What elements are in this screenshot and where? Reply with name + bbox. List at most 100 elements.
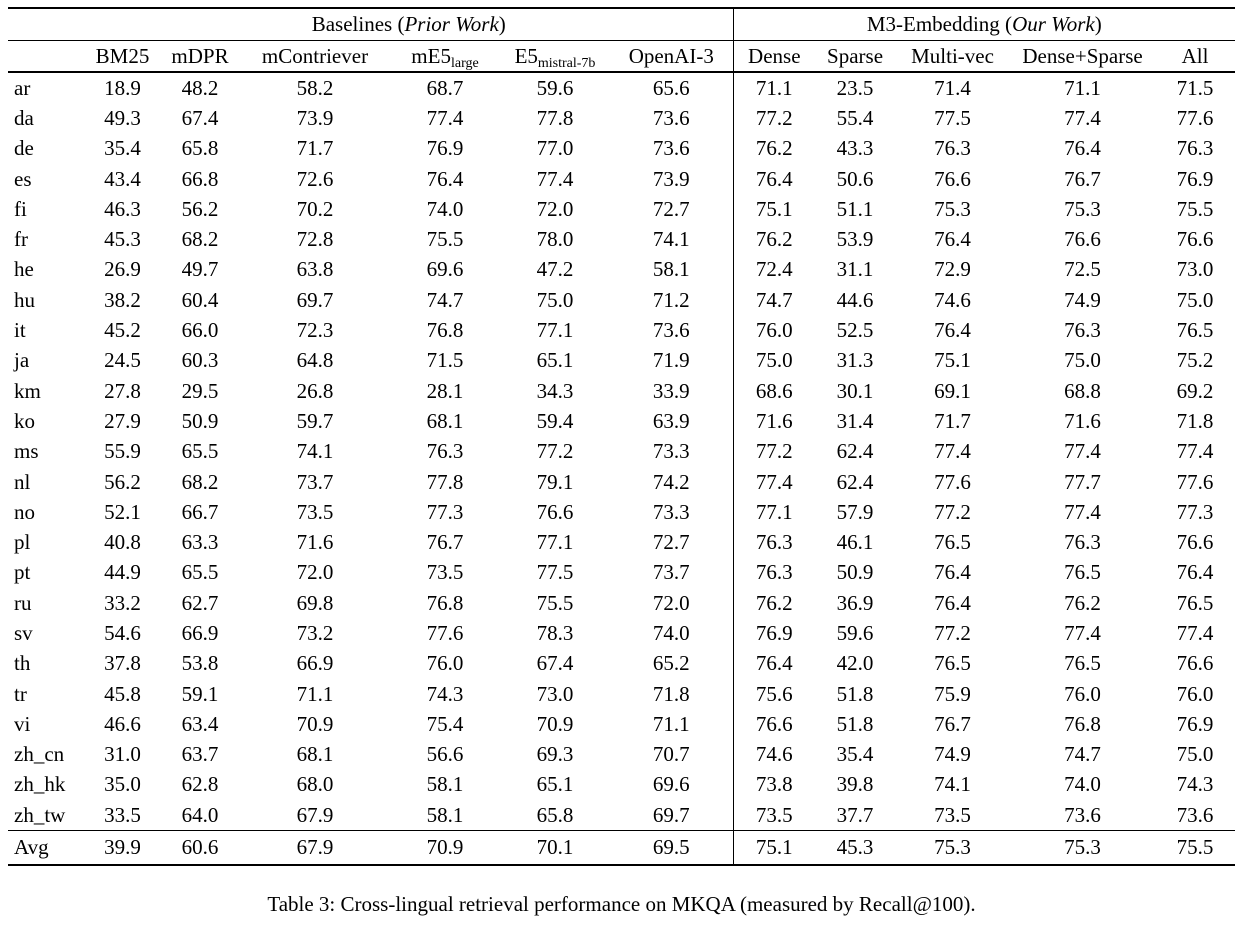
cell-nl-openai-3: 74.2 xyxy=(652,469,690,494)
cell-fi-dense-sparse: 75.3 xyxy=(1064,196,1101,221)
results-table: Baselines (Prior Work) M3-Embedding (Our… xyxy=(8,7,1236,867)
cell-ko-multi-vec: 71.7 xyxy=(934,408,971,433)
cell-fi-me5: 74.0 xyxy=(426,196,464,221)
cell-avg-openai-3: 69.5 xyxy=(610,830,734,866)
cell-ja-dense-sparse: 75.0 xyxy=(1064,348,1101,373)
cell-nl-multi-vec: 77.6 xyxy=(934,469,971,494)
cell-pt-sparse: 50.9 xyxy=(836,560,874,585)
cell-zh-cn-e5: 69.3 xyxy=(536,742,574,767)
row-label-es: es xyxy=(14,166,32,191)
cell-km-dense-sparse: 68.8 xyxy=(1064,378,1101,403)
cell-zh-tw-e5: 65.8 xyxy=(536,802,574,827)
table-caption: Table 3: Cross-lingual retrieval perform… xyxy=(267,892,976,917)
cell-ja-all: 75.2 xyxy=(1176,348,1214,373)
cell-pl-sparse: 46.1 xyxy=(836,530,874,555)
cell-km-multi-vec: 69.1 xyxy=(934,378,971,403)
cell-ko-mcontriever: 59.7 xyxy=(296,408,334,433)
cell-ko-e5: 59.4 xyxy=(536,408,574,433)
cell-pt-dense: 76.3 xyxy=(732,557,816,589)
cell-ar-mcontriever: 58.2 xyxy=(296,75,334,100)
cell-no-mdpr: 66.7 xyxy=(181,499,219,524)
cell-nl-mcontriever: 73.7 xyxy=(296,469,334,494)
cell-no-sparse: 57.9 xyxy=(836,499,874,524)
cell-hu-me5: 74.7 xyxy=(426,287,464,312)
cell-th-dense-sparse: 76.5 xyxy=(1064,651,1101,676)
cell-avg-multi-vec: 75.3 xyxy=(895,830,1011,866)
cell-no-me5: 77.3 xyxy=(426,499,464,524)
cell-fr-openai-3: 74.1 xyxy=(652,227,690,252)
cell-de-all: 76.3 xyxy=(1176,136,1214,161)
cell-it-mcontriever: 72.3 xyxy=(296,318,334,343)
row-label-de: de xyxy=(14,136,34,161)
cell-ru-sparse: 36.9 xyxy=(836,590,874,615)
table-row-no: no 52.1 66.7 73.5 77.3 76.6 73.3 77.1 57.9 77.2 77… xyxy=(8,497,1235,528)
cell-vi-dense-sparse: 76.8 xyxy=(1064,711,1101,736)
cell-ms-bm25: 55.9 xyxy=(104,439,141,464)
cell-it-me5: 76.8 xyxy=(426,318,464,343)
row-label-sv: sv xyxy=(14,620,33,645)
cell-da-bm25: 49.3 xyxy=(104,105,141,130)
cell-ms-openai-3: 73.3 xyxy=(652,439,690,464)
col-header-dense-sparse: Dense+Sparse xyxy=(1010,40,1156,73)
cell-it-sparse: 52.5 xyxy=(836,318,874,343)
table-row-da: da 49.3 67.4 73.9 77.4 77.8 73.6 77.2 55.4 77.5 77… xyxy=(8,103,1235,134)
cell-ru-openai-3: 72.0 xyxy=(652,590,690,615)
cell-fi-multi-vec: 75.3 xyxy=(934,196,971,221)
cell-th-mcontriever: 66.9 xyxy=(296,651,334,676)
cell-nl-dense-sparse: 77.7 xyxy=(1064,469,1101,494)
cell-pt-mdpr: 65.5 xyxy=(181,560,219,585)
cell-avg-mcontriever: 67.9 xyxy=(240,830,390,866)
cell-zh-hk-mdpr: 62.8 xyxy=(181,772,219,797)
cell-ko-dense: 71.6 xyxy=(732,406,816,437)
cell-vi-all: 76.9 xyxy=(1176,711,1214,736)
cell-ko-openai-3: 63.9 xyxy=(652,408,690,433)
group-baselines-suffix: ) xyxy=(498,12,506,36)
cell-hu-all: 75.0 xyxy=(1176,287,1214,312)
cell-ru-me5: 76.8 xyxy=(426,590,464,615)
cell-ru-multi-vec: 76.4 xyxy=(934,590,971,615)
cell-avg-e5: 70.1 xyxy=(500,830,610,866)
cell-ms-dense-sparse: 77.4 xyxy=(1064,439,1101,464)
cell-th-sparse: 42.0 xyxy=(836,651,874,676)
cell-tr-all: 76.0 xyxy=(1176,681,1214,706)
cell-zh-hk-openai-3: 69.6 xyxy=(652,772,690,797)
cell-zh-hk-bm25: 35.0 xyxy=(104,772,141,797)
cell-pt-me5: 73.5 xyxy=(426,560,464,585)
cell-pl-mcontriever: 71.6 xyxy=(296,530,334,555)
cell-fi-sparse: 51.1 xyxy=(836,196,874,221)
col-header-me5: mE5large xyxy=(390,40,500,73)
row-label-zh-hk: zh_hk xyxy=(14,772,66,797)
row-label-km: km xyxy=(14,378,41,403)
cell-zh-tw-me5: 58.1 xyxy=(426,802,464,827)
cell-he-e5: 47.2 xyxy=(536,257,574,282)
cell-avg-mdpr: 60.6 xyxy=(160,830,240,866)
row-label-he: he xyxy=(14,257,34,282)
cell-ar-mdpr: 48.2 xyxy=(181,75,219,100)
cell-pt-mcontriever: 72.0 xyxy=(296,560,334,585)
cell-vi-me5: 75.4 xyxy=(426,711,464,736)
cell-zh-tw-dense: 73.5 xyxy=(732,800,816,831)
table-row-km: km 27.8 29.5 26.8 28.1 34.3 33.9 68.6 30.1 69.1 68… xyxy=(8,375,1235,407)
cell-hu-dense-sparse: 74.9 xyxy=(1064,287,1101,312)
cell-he-openai-3: 58.1 xyxy=(652,257,690,282)
cell-ar-openai-3: 65.6 xyxy=(652,75,690,100)
cell-vi-dense: 76.6 xyxy=(732,709,816,740)
cell-ru-dense: 76.2 xyxy=(732,588,816,619)
cell-he-dense: 72.4 xyxy=(732,254,816,286)
cell-no-openai-3: 73.3 xyxy=(652,499,690,524)
table-row-ar: ar 18.9 48.2 58.2 68.7 59.6 65.6 71.1 23.5 71.4 71… xyxy=(8,72,1235,104)
cell-ar-multi-vec: 71.4 xyxy=(934,75,971,100)
row-label-pt: pt xyxy=(14,560,31,585)
cell-km-me5: 28.1 xyxy=(426,378,464,403)
cell-tr-dense: 75.6 xyxy=(732,678,816,710)
table-row-fi: fi 46.3 56.2 70.2 74.0 72.0 72.7 75.1 51.1 75.3 75… xyxy=(8,194,1235,225)
cell-hu-multi-vec: 74.6 xyxy=(934,287,971,312)
cell-es-dense-sparse: 76.7 xyxy=(1064,166,1101,191)
cell-sv-sparse: 59.6 xyxy=(836,620,874,645)
cell-tr-mdpr: 59.1 xyxy=(181,681,219,706)
cell-pt-bm25: 44.9 xyxy=(104,560,141,585)
cell-th-openai-3: 65.2 xyxy=(652,651,690,676)
cell-de-openai-3: 73.6 xyxy=(652,136,690,161)
cell-tr-e5: 73.0 xyxy=(536,681,574,706)
cell-vi-sparse: 51.8 xyxy=(836,711,874,736)
